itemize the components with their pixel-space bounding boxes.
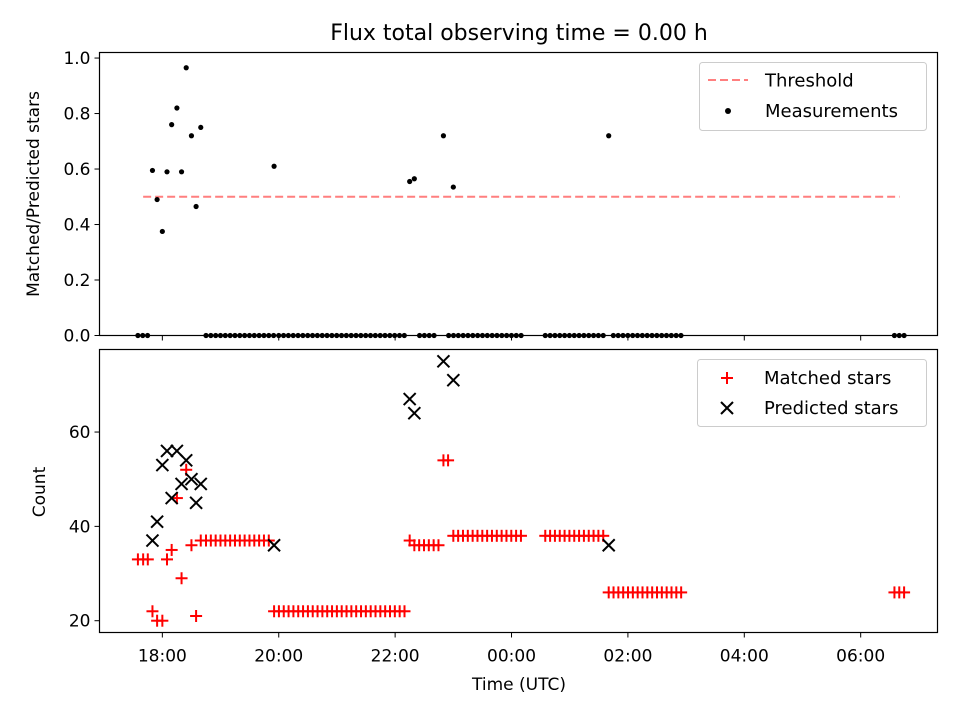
measurement-point <box>450 184 456 190</box>
measurement-point <box>606 133 612 139</box>
top-axes-frame <box>98 51 939 337</box>
x-tick-label: 06:00 <box>836 647 885 667</box>
matched-point <box>161 553 174 566</box>
matched-point <box>146 605 159 618</box>
measurement-point <box>440 133 447 139</box>
y-tick-label: 0.6 <box>63 160 90 180</box>
legend-threshold-label: Threshold <box>764 71 854 92</box>
predicted-point <box>601 538 616 552</box>
predicted-point <box>402 392 417 406</box>
measurement-point <box>154 196 160 203</box>
top-legend-box <box>699 62 927 131</box>
measurement-point <box>198 124 204 131</box>
matched-point <box>675 586 688 599</box>
measurement-point <box>271 163 277 169</box>
matched-point <box>156 614 169 627</box>
x-tick-label: 20:00 <box>254 647 303 667</box>
y-tick-label: 1.0 <box>63 49 90 69</box>
measurement-point <box>407 178 413 185</box>
bottom-y-ticks: 20 40 60 <box>69 423 100 632</box>
x-tick-label: 22:00 <box>371 647 420 667</box>
y-tick-label: 0.4 <box>63 216 90 236</box>
top-legend: Threshold Measurements <box>699 62 927 131</box>
predicted-point <box>160 444 174 458</box>
matched-point <box>442 454 455 467</box>
measurement-point <box>178 169 185 175</box>
top-x-ticks <box>161 335 862 341</box>
measurement-point <box>188 133 195 139</box>
measurement-point <box>169 122 175 128</box>
y-tick-label: 0.0 <box>63 327 90 347</box>
predicted-point <box>194 477 208 491</box>
y-tick-label: 20 <box>69 612 91 632</box>
predicted-point <box>407 406 422 420</box>
bottom-legend: Matched stars Predicted stars <box>697 359 927 427</box>
predicted-point <box>150 514 164 529</box>
top-panel: 0.0 0.2 0.4 0.6 0.8 1.0 Matched/Predicted sta… <box>24 49 939 347</box>
bottom-panel: 20 40 60 18:00 20:00 22:00 00:00 02:00 04:00 06:… <box>30 348 939 695</box>
bottom-marks <box>131 354 911 627</box>
legend-matched-label: Matched stars <box>764 368 891 389</box>
measurement-point <box>164 169 170 175</box>
predicted-point <box>189 496 203 510</box>
legend-measurements-label: Measurements <box>765 101 898 122</box>
predicted-point <box>145 533 160 548</box>
matched-point <box>185 539 198 552</box>
x-tick-label: 02:00 <box>603 647 652 667</box>
predicted-point <box>179 453 193 468</box>
predicted-point <box>174 477 189 491</box>
y-tick-label: 0.8 <box>63 105 90 125</box>
predicted-point <box>184 472 199 486</box>
matched-point <box>165 543 178 556</box>
y-tick-label: 40 <box>69 517 91 537</box>
measurement-point <box>149 167 156 174</box>
predicted-point <box>436 354 451 368</box>
matched-point <box>514 529 527 542</box>
bottom-axes-frame <box>98 348 939 634</box>
legend-predicted-swatch <box>720 401 734 415</box>
x-tick-label: 18:00 <box>138 647 187 667</box>
predicted-point <box>155 458 170 472</box>
matched-point <box>175 572 188 585</box>
predicted-point <box>446 373 461 387</box>
legend-measurements-swatch <box>725 108 731 114</box>
measurement-point <box>174 105 180 111</box>
measurement-point <box>183 65 189 71</box>
predicted-point <box>164 491 179 505</box>
matched-point <box>432 539 445 552</box>
measurement-point <box>159 228 165 235</box>
bottom-y-axis-label: Count <box>30 466 50 517</box>
bottom-x-ticks: 18:00 20:00 22:00 00:00 02:00 04:00 06:00 <box>138 632 885 667</box>
legend-matched-swatch <box>721 372 733 384</box>
x-tick-label: 04:00 <box>720 647 769 667</box>
matched-point <box>141 553 154 566</box>
measurement-point <box>193 203 199 210</box>
y-tick-label: 0.2 <box>63 271 90 291</box>
predicted-point <box>267 538 281 552</box>
measurement-point <box>411 176 417 182</box>
top-y-axis-label: Matched/Predicted stars <box>24 91 44 297</box>
bottom-legend-box <box>697 359 927 427</box>
top-y-ticks: 0.0 0.2 0.4 0.6 0.8 1.0 <box>63 49 100 347</box>
y-tick-label: 60 <box>69 423 91 443</box>
x-axis-label: Time (UTC) <box>471 675 566 695</box>
matched-point <box>898 586 911 599</box>
x-tick-label: 00:00 <box>487 647 536 667</box>
matched-point <box>398 605 411 618</box>
matched-point <box>190 609 203 622</box>
chart-title: Flux total observing time = 0.00 h <box>330 21 708 46</box>
legend-predicted-label: Predicted stars <box>764 398 898 419</box>
